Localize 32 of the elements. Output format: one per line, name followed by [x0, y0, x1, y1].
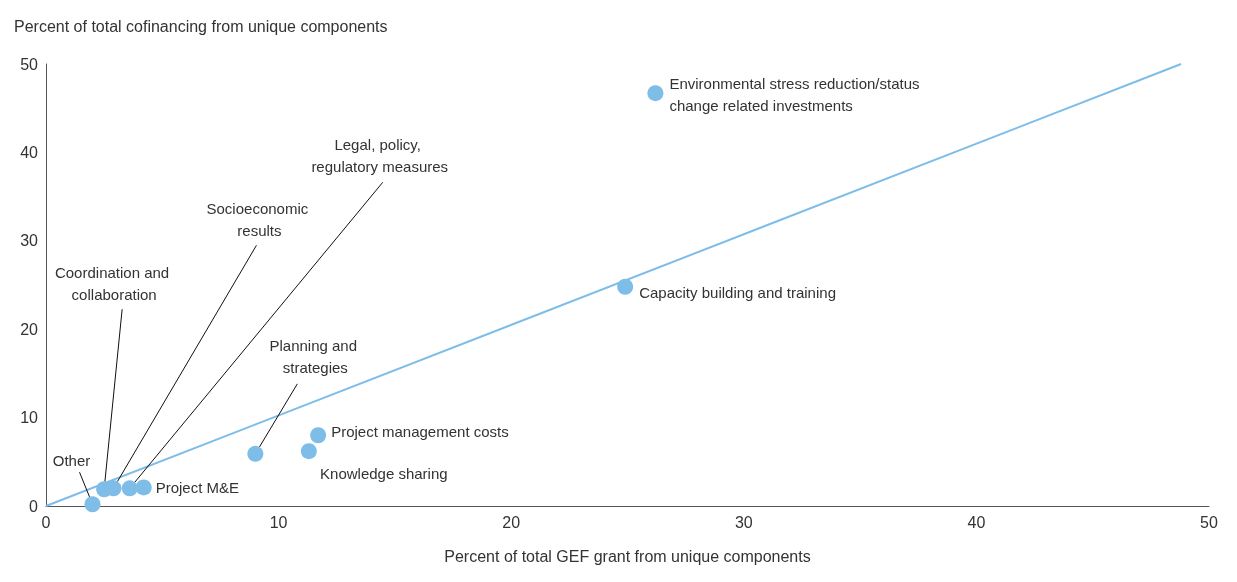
- point: [647, 85, 664, 102]
- x-axis-title: Percent of total GEF grant from unique components: [444, 547, 811, 565]
- point: [617, 278, 634, 295]
- y-tick-label: 0: [29, 497, 39, 515]
- y-tick-label: 30: [20, 232, 39, 250]
- point: [135, 479, 152, 496]
- annotation: Project M&E: [155, 478, 240, 496]
- annotation: Socioeconomic results: [206, 199, 313, 239]
- x-tick-label: 40: [967, 513, 986, 531]
- annotation: Other: [52, 451, 91, 469]
- y-tick-label: 10: [20, 409, 39, 427]
- y-tick-label: 20: [20, 320, 39, 338]
- y-axis-title: Percent of total cofinancing from unique components: [14, 17, 388, 35]
- annotation: Planning and strategies: [269, 337, 362, 377]
- y-tick-label: 50: [20, 55, 39, 73]
- annotation: Coordination and collaboration: [54, 263, 174, 303]
- x-tick-label: 20: [502, 513, 521, 531]
- annotation: Capacity building and training: [639, 284, 836, 302]
- annotation: Environmental stress reduction/status change related investments: [669, 74, 924, 114]
- x-tick-label: 0: [41, 513, 51, 531]
- annotation: Knowledge sharing: [320, 464, 448, 482]
- y-tick-label: 40: [20, 143, 39, 161]
- point: [310, 427, 327, 444]
- annotation: Project management costs: [331, 422, 509, 440]
- x-tick-label: 30: [734, 513, 753, 531]
- x-tick-label: 10: [269, 513, 288, 531]
- point: [247, 445, 264, 462]
- annotation: Legal, policy, regulatory measures: [311, 135, 449, 175]
- point: [300, 443, 317, 460]
- point: [84, 496, 101, 513]
- x-tick-label: 50: [1200, 513, 1218, 531]
- point: [121, 480, 138, 497]
